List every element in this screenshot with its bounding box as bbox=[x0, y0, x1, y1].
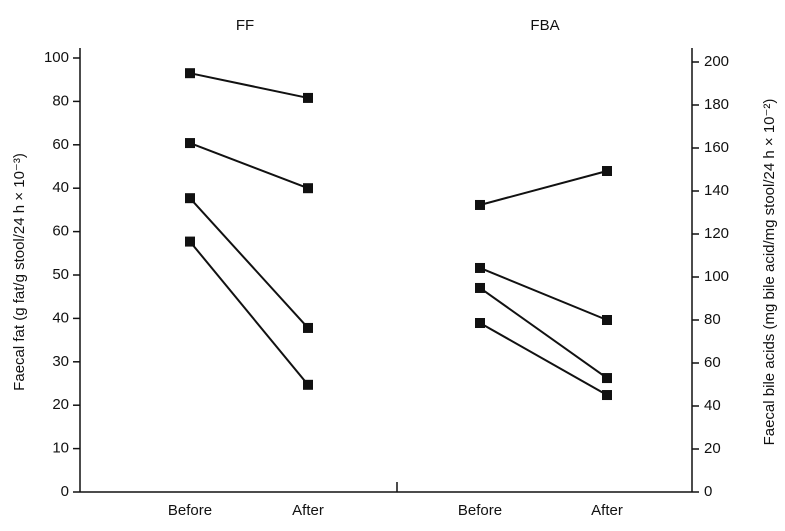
x-tick-label: Before bbox=[458, 502, 502, 519]
point bbox=[303, 379, 313, 390]
y-tick-label: 10 bbox=[52, 440, 69, 457]
series-line bbox=[189, 72, 309, 99]
x-tick-label: After bbox=[591, 502, 623, 519]
y-axis-label: Faecal fat (g fat/g stool/24 h × 10⁻³) bbox=[11, 153, 28, 391]
y2-tick-label: 80 bbox=[704, 311, 721, 328]
point bbox=[602, 373, 612, 384]
y-tick-label: 30 bbox=[52, 353, 69, 370]
y-tick-label: 60 bbox=[52, 223, 69, 240]
y-tick-label: 20 bbox=[52, 396, 69, 413]
y2-tick-label: 40 bbox=[704, 397, 721, 414]
point bbox=[602, 390, 612, 401]
y2-tick-label: 140 bbox=[704, 182, 729, 199]
series-line bbox=[189, 142, 309, 190]
point bbox=[475, 318, 485, 329]
y2-tick-label: 20 bbox=[704, 440, 721, 457]
series-line bbox=[189, 197, 309, 329]
y2-axis-label: Faecal bile acids (mg bile acid/mg stool… bbox=[761, 99, 778, 446]
point bbox=[602, 166, 612, 177]
point bbox=[185, 68, 195, 79]
y2-tick-label: 180 bbox=[704, 96, 729, 113]
y2-tick-label: 160 bbox=[704, 139, 729, 156]
point bbox=[602, 315, 612, 325]
point bbox=[303, 183, 313, 194]
x-tick-label: Before bbox=[168, 502, 212, 519]
point bbox=[303, 322, 313, 333]
series-line bbox=[479, 170, 608, 206]
point bbox=[185, 138, 195, 149]
point bbox=[185, 236, 195, 247]
y-tick-label: 100 bbox=[44, 49, 69, 66]
y-tick-label: 80 bbox=[52, 92, 69, 109]
series-line bbox=[479, 267, 608, 321]
y-tick-label: 40 bbox=[52, 309, 69, 326]
y2-tick-label: 60 bbox=[704, 354, 721, 371]
y-tick-label: 50 bbox=[52, 266, 69, 283]
point bbox=[475, 282, 485, 293]
panel-label: FF bbox=[236, 17, 254, 34]
series-line bbox=[479, 322, 608, 396]
y2-tick-label: 0 bbox=[704, 483, 712, 500]
point bbox=[185, 193, 195, 204]
y2-tick-label: 200 bbox=[704, 53, 729, 70]
y-tick-label: 0 bbox=[61, 483, 69, 500]
y2-tick-label: 100 bbox=[704, 268, 729, 285]
x-tick-label: After bbox=[292, 502, 324, 519]
point bbox=[303, 92, 313, 103]
panel-label: FBA bbox=[530, 17, 559, 34]
series-line bbox=[479, 287, 608, 379]
series-line bbox=[189, 240, 309, 386]
y-tick-label: 40 bbox=[52, 179, 69, 196]
y2-tick-label: 120 bbox=[704, 225, 729, 242]
point bbox=[475, 199, 485, 210]
y-tick-label: 60 bbox=[52, 136, 69, 153]
point bbox=[475, 262, 485, 273]
